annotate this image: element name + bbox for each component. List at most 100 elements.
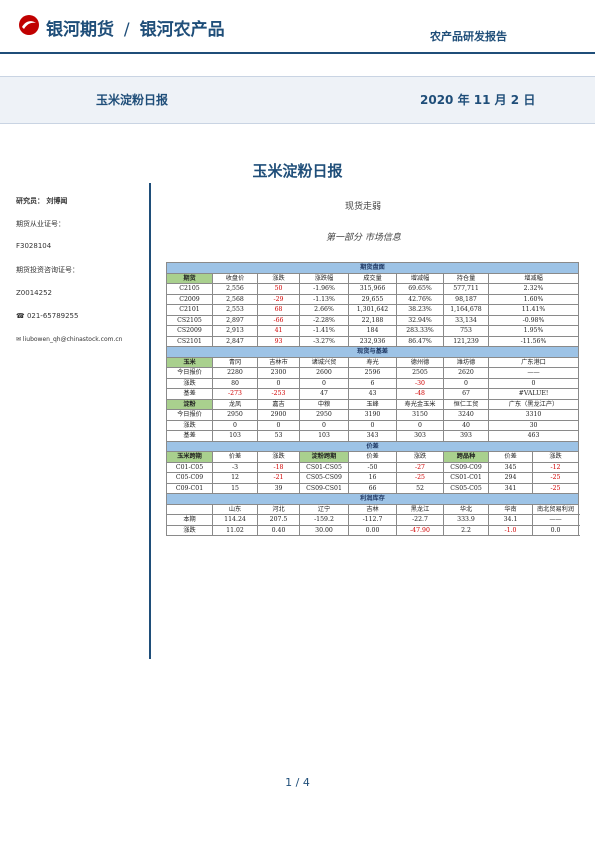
table-cell: 1.60% xyxy=(487,293,580,305)
table-cell: 龙凤 xyxy=(212,398,258,410)
spread-section-header: 价差 xyxy=(165,440,580,452)
table-cell: 0 xyxy=(487,377,580,389)
title-band xyxy=(0,76,595,124)
consult-license-label: 期货投资咨询证号： xyxy=(16,266,79,274)
table-cell: -3.27% xyxy=(299,335,349,347)
table-cell: CS2105 xyxy=(166,314,213,326)
table-cell: 华北 xyxy=(443,503,489,515)
table-cell: 辽宁 xyxy=(299,503,349,515)
table-cell: 0 xyxy=(257,419,300,431)
table-cell: 30 xyxy=(487,419,580,431)
table-cell: -22.7 xyxy=(396,514,444,526)
table-cell: 广东（黑龙江产） xyxy=(487,398,580,410)
table-cell: 34.1 xyxy=(488,514,533,526)
table-cell: 0.40 xyxy=(257,524,300,536)
table-cell: 68 xyxy=(257,304,300,316)
section-heading: 第一部分 市场信息 xyxy=(326,233,401,243)
table-cell: 期货 xyxy=(166,272,213,284)
table-cell: 寿光金玉米 xyxy=(396,398,444,410)
table-cell: C2101 xyxy=(166,304,213,316)
table-cell: 基差 xyxy=(166,430,213,442)
table-row: 本期 114.24 207.5 -159.2 -112.7 -22.7 333.9 34.1—… xyxy=(166,514,580,526)
table-cell: 2950 xyxy=(299,409,349,421)
table-cell: 39 xyxy=(257,482,300,494)
table-cell: 2900 xyxy=(257,409,300,421)
table-cell: 0 xyxy=(257,377,300,389)
table-cell: C05-C09 xyxy=(166,472,213,484)
table-cell: 16 xyxy=(348,472,397,484)
table-cell: 2,913 xyxy=(212,325,258,337)
table-cell: 33,134 xyxy=(443,314,489,326)
table-cell: -1.41% xyxy=(299,325,349,337)
starch-header-row: 淀粉 龙凤 嘉吉 中粮 玉峰 寿光金玉米 恒仁工贸 广东（黑龙江产） xyxy=(166,398,580,410)
table-cell: 6 xyxy=(348,377,397,389)
table-cell: 涨跌 xyxy=(257,272,300,284)
table-cell: C2105 xyxy=(166,283,213,295)
table-cell: C2009 xyxy=(166,293,213,305)
table-cell: -30 xyxy=(396,377,444,389)
table-cell: -29 xyxy=(257,293,300,305)
table-cell: 2620 xyxy=(443,367,489,379)
table-cell: 32.94% xyxy=(396,314,444,326)
table-cell: 40 xyxy=(443,419,489,431)
galaxy-logo-icon xyxy=(19,15,39,35)
table-cell: 0.00 xyxy=(348,524,397,536)
table-row: C2101 2,553 68 2.66% 1,301,642 38.23% 1,164,67… xyxy=(166,304,580,316)
table-cell: CS01-CS05 xyxy=(299,461,349,473)
table-cell: -1.13% xyxy=(299,293,349,305)
table-cell: -273 xyxy=(212,388,258,400)
table-cell: 持仓量 xyxy=(443,272,489,284)
table-cell: 121,239 xyxy=(443,335,489,347)
table-cell: 463 xyxy=(487,430,580,442)
table-cell: 2,553 xyxy=(212,304,258,316)
table-cell: -25 xyxy=(531,472,580,484)
table-cell: -11.56% xyxy=(487,335,580,347)
table-cell: -3 xyxy=(212,461,258,473)
table-cell: 3190 xyxy=(348,409,397,421)
table-cell: 66 xyxy=(348,482,397,494)
brand-separator: / xyxy=(123,20,130,40)
sidebar-divider xyxy=(149,183,151,659)
table-cell: 今日报价 xyxy=(166,367,213,379)
table-cell: -66 xyxy=(257,314,300,326)
table-cell: —— xyxy=(531,514,580,526)
table-cell: 2600 xyxy=(299,367,349,379)
license-number: F3028104 xyxy=(16,242,52,250)
table-cell: 80 xyxy=(212,377,258,389)
table-cell: 今日报价 xyxy=(166,409,213,421)
table-cell: 52 xyxy=(396,482,444,494)
brand-right: 银河农产品 xyxy=(139,20,225,40)
spread-header-row: 玉米跨期 价差 涨跌 淀粉跨期 价差 涨跌 跨品种 价差 涨跌 xyxy=(166,451,580,463)
consult-license-number: Z0014252 xyxy=(16,289,52,297)
table-cell: 2,897 xyxy=(212,314,258,326)
table-row: C2009 2,568 -29 -1.13% 29,655 42.76% 98,187 1.6… xyxy=(166,293,580,305)
table-cell: #VALUE! xyxy=(487,388,580,400)
table-cell: -47.90 xyxy=(396,524,444,536)
table-cell: -50 xyxy=(348,461,397,473)
table-cell: 青冈 xyxy=(212,356,258,368)
table-row: 基差 103 53 103 343 303 393 463 xyxy=(166,430,580,442)
table-cell: 吉林 xyxy=(348,503,397,515)
table-cell: 0 xyxy=(299,377,349,389)
spot-section-title: 现货与基差 xyxy=(165,346,580,358)
table-cell: 42.76% xyxy=(396,293,444,305)
table-cell: 0.0 xyxy=(531,524,580,536)
table-cell: 86.47% xyxy=(396,335,444,347)
table-cell: 114.24 xyxy=(212,514,258,526)
table-cell: 283.33% xyxy=(396,325,444,337)
table-cell: CS09-CS01 xyxy=(299,482,349,494)
market-data-table: 期货盘面 期货 收盘价 涨跌 涨跌幅 成交量 增减幅 持仓量 增减幅 C2105 2,556 50 -1… xyxy=(165,262,580,536)
table-cell: -159.2 xyxy=(299,514,349,526)
table-cell: 341 xyxy=(488,482,533,494)
table-cell: 嘉吉 xyxy=(257,398,300,410)
table-cell: CS2009 xyxy=(166,325,213,337)
table-cell: 诸城兴贸 xyxy=(299,356,349,368)
table-row: 涨跌 80 0 0 6 -30 0 0 xyxy=(166,377,580,389)
table-cell: 潍坊德 xyxy=(443,356,489,368)
table-cell: 2.32% xyxy=(487,283,580,295)
table-cell: 2.66% xyxy=(299,304,349,316)
email-contact[interactable]: ✉ liubowen_qh@chinastock.com.cn xyxy=(16,336,123,343)
profit-section-title: 利润库存 xyxy=(165,493,580,505)
table-cell: 德州德 xyxy=(396,356,444,368)
table-cell: 2,568 xyxy=(212,293,258,305)
